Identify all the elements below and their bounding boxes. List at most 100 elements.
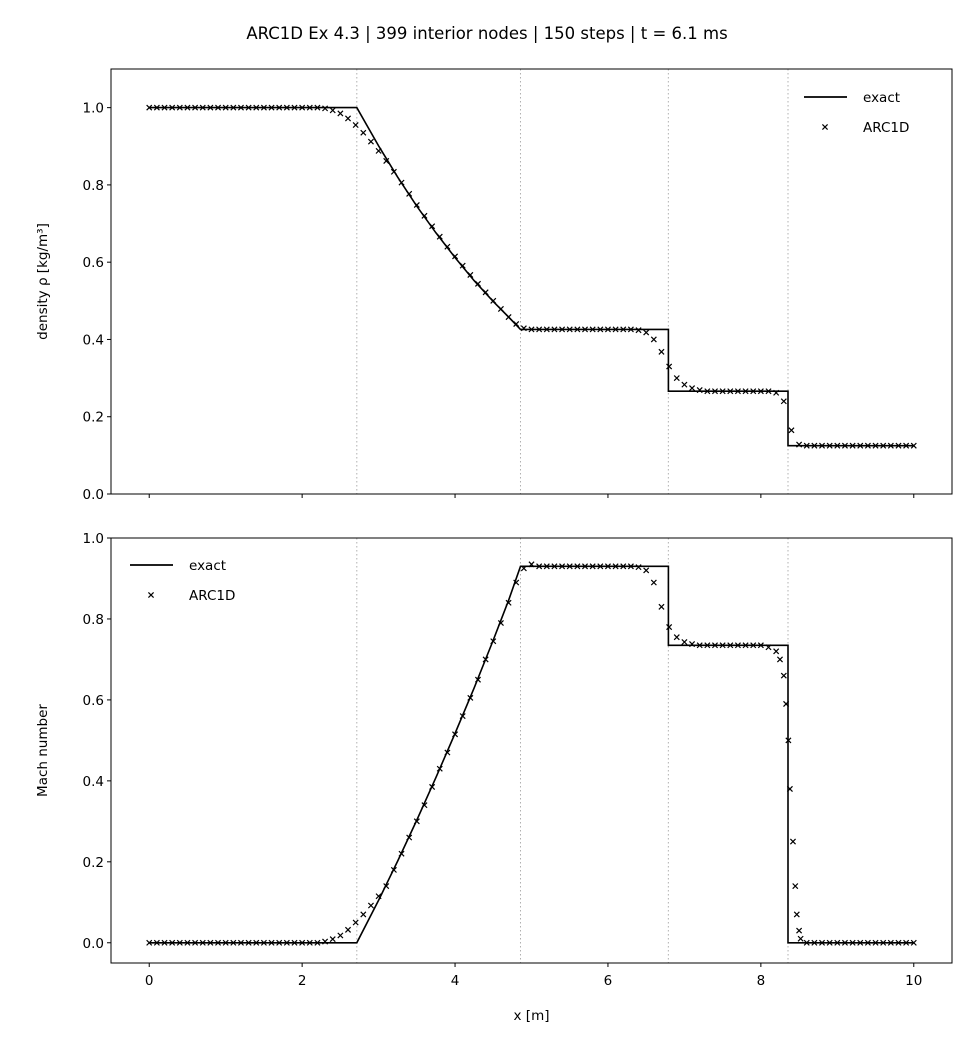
arc1d-data-point [474, 676, 482, 683]
arc1d-data-point [482, 289, 489, 296]
arc1d-data-point [589, 563, 596, 570]
arc1d-data-point [375, 893, 382, 900]
arc1d-data-point [673, 634, 680, 641]
arc1d-data-point [245, 104, 252, 111]
arc1d-data-point [513, 320, 520, 328]
arc1d-data-point [604, 326, 611, 333]
arc1d-data-point [459, 713, 466, 720]
arc1d-data-point [245, 939, 252, 946]
arc1d-data-point [207, 939, 214, 946]
arc1d-data-point [750, 388, 757, 395]
arc1d-data-point [895, 442, 902, 449]
arc1d-data-point [474, 280, 482, 287]
arc1d-data-point [429, 783, 436, 790]
arc1d-data-point [604, 563, 611, 570]
arc1d-data-point [689, 385, 696, 392]
y-axis-label: Mach number [35, 704, 51, 797]
arc1d-data-point [566, 563, 573, 570]
arc1d-data-point [773, 648, 780, 655]
arc1d-data-point [589, 326, 596, 333]
arc1d-data-point [413, 818, 420, 825]
arc1d-data-point [260, 104, 267, 111]
arc1d-data-point [681, 381, 688, 388]
arc1d-data-point [520, 565, 527, 572]
arc1d-data-point [367, 902, 374, 909]
arc1d-data-point [773, 389, 780, 396]
arc1d-data-point [383, 883, 390, 890]
arc1d-data-point [551, 326, 558, 333]
arc1d-data-point [826, 442, 833, 449]
arc1d-data-point [789, 838, 796, 845]
arc1d-data-point [711, 388, 719, 395]
arc1d-data-point [153, 939, 160, 946]
arc1d-data-point [574, 326, 581, 333]
figure-title: ARC1D Ex 4.3 | 399 interior nodes | 150 … [246, 24, 727, 43]
arc1d-data-point [146, 939, 153, 946]
arc1d-data-point [444, 749, 451, 756]
arc1d-data-point [329, 936, 336, 943]
arc1d-data-point [306, 939, 313, 946]
arc1d-data-point [283, 939, 290, 946]
arc1d-data-point [467, 271, 474, 278]
x-tick-label: 6 [604, 973, 613, 989]
arc1d-data-point [268, 939, 275, 946]
arc1d-data-point [811, 939, 818, 946]
arc1d-data-point [505, 599, 512, 606]
arc1d-data-point [344, 115, 352, 122]
arc1d-data-point [834, 442, 841, 449]
exact-series-line [149, 565, 914, 944]
arc1d-data-point [872, 442, 879, 449]
arc1d-data-point [849, 939, 856, 946]
arc1d-data-point [658, 603, 665, 610]
arc1d-data-point [910, 442, 917, 449]
arc1d-data-point [635, 564, 642, 571]
arc1d-data-point [826, 939, 833, 946]
arc1d-data-point [543, 563, 550, 570]
arc1d-data-point [910, 939, 917, 946]
arc1d-data-point [360, 129, 367, 136]
arc1d-data-point [681, 638, 688, 646]
arc1d-data-point [864, 442, 871, 449]
arc1d-data-point [650, 579, 657, 586]
axes-frame [110, 68, 953, 495]
arc1d-data-point [872, 939, 879, 946]
arc1d-data-point [819, 939, 826, 946]
arc1d-data-point [819, 442, 826, 449]
arc1d-data-point [597, 326, 604, 333]
arc1d-data-point [597, 563, 604, 570]
arc1d-data-point [314, 939, 321, 946]
arc1d-data-point [184, 104, 191, 111]
x-tick-label: 4 [451, 973, 460, 989]
arc1d-data-point [207, 104, 214, 111]
arc1d-data-point [719, 388, 726, 395]
arc1d-data-point [551, 563, 558, 570]
arc1d-data-point [757, 388, 764, 395]
arc1d-data-point [581, 326, 589, 333]
arc1d-data-point [689, 641, 696, 648]
arc1d-data-point [581, 563, 589, 570]
arc1d-data-point [796, 441, 803, 448]
arc1d-data-point [467, 694, 474, 701]
arc1d-data-point [260, 939, 267, 946]
arc1d-data-point [398, 179, 405, 186]
arc1d-data-point [734, 388, 741, 395]
arc1d-data-point [452, 253, 459, 260]
arc1d-data-point [880, 442, 887, 449]
arc1d-data-point [230, 104, 237, 111]
arc1d-data-point [742, 642, 749, 649]
arc1d-data-point [776, 656, 784, 663]
arc1d-data-point [841, 442, 848, 449]
legend-label-exact: exact [863, 90, 900, 106]
arc1d-data-point [452, 731, 459, 738]
arc1d-data-point [880, 939, 887, 946]
arc1d-data-point [398, 850, 405, 857]
arc1d-data-point [222, 104, 229, 111]
arc1d-data-point [161, 104, 168, 111]
arc1d-data-point [268, 104, 275, 111]
arc1d-data-point [337, 932, 344, 939]
arc1d-data-point [635, 327, 642, 334]
arc1d-data-point [903, 939, 910, 946]
arc1d-data-point [803, 442, 810, 449]
arc1d-data-point [903, 442, 910, 449]
arc1d-data-point [184, 939, 191, 946]
